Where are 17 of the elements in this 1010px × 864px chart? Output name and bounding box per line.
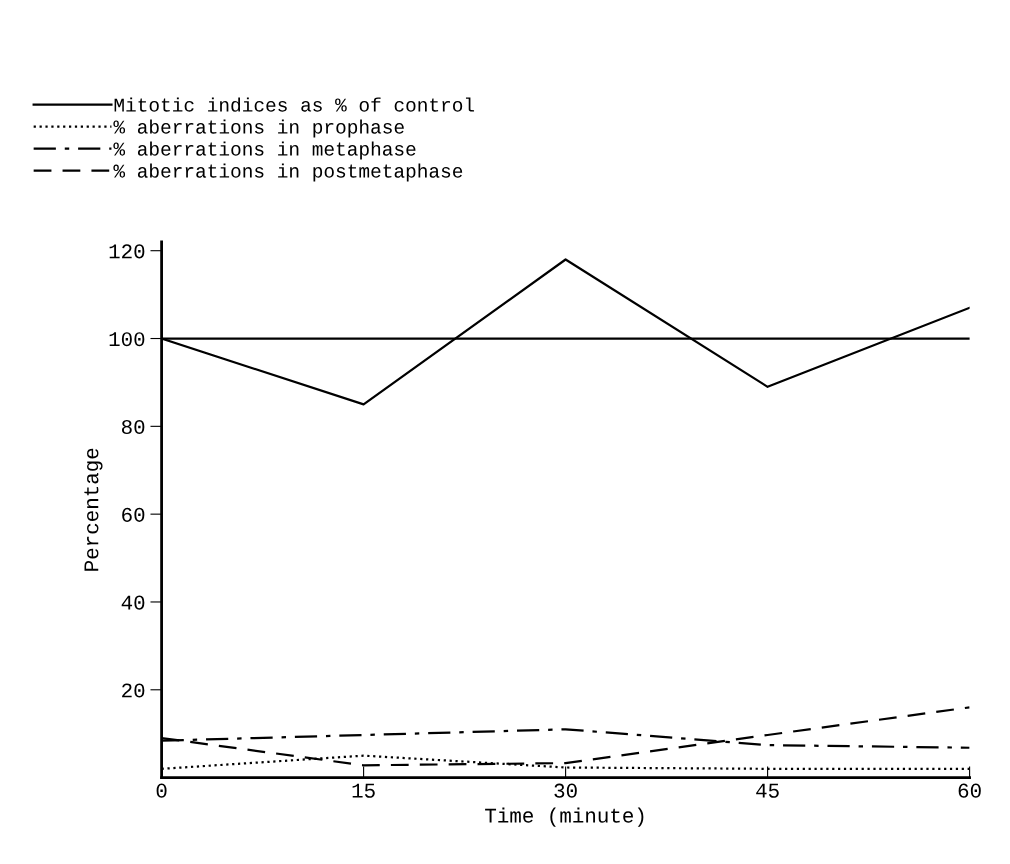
x-axis-title: Time (minute) <box>485 807 644 827</box>
legend-label: % aberrations in prophase <box>113 119 404 138</box>
y-tick-label: 40 <box>121 595 145 610</box>
y-tick-label: 120 <box>109 244 145 259</box>
y-tick-label: 80 <box>121 419 145 435</box>
y-axis-title: Percentage <box>84 448 103 571</box>
x-tick-label: 0 <box>156 783 167 798</box>
x-tick-label: 15 <box>352 783 375 798</box>
y-tick-label: 60 <box>122 507 145 522</box>
y-tick-label: 20 <box>122 683 145 698</box>
x-tick-label: 60 <box>958 783 981 798</box>
x-tick-label: 45 <box>756 783 779 798</box>
legend-label: % aberrations in postmetaphase <box>113 163 463 182</box>
legend-label: % aberrations in metaphase <box>113 141 416 160</box>
y-tick-label: 100 <box>109 332 145 347</box>
x-tick-label: 30 <box>554 783 577 798</box>
legend-label: Mitotic indices as % of control <box>114 97 475 112</box>
